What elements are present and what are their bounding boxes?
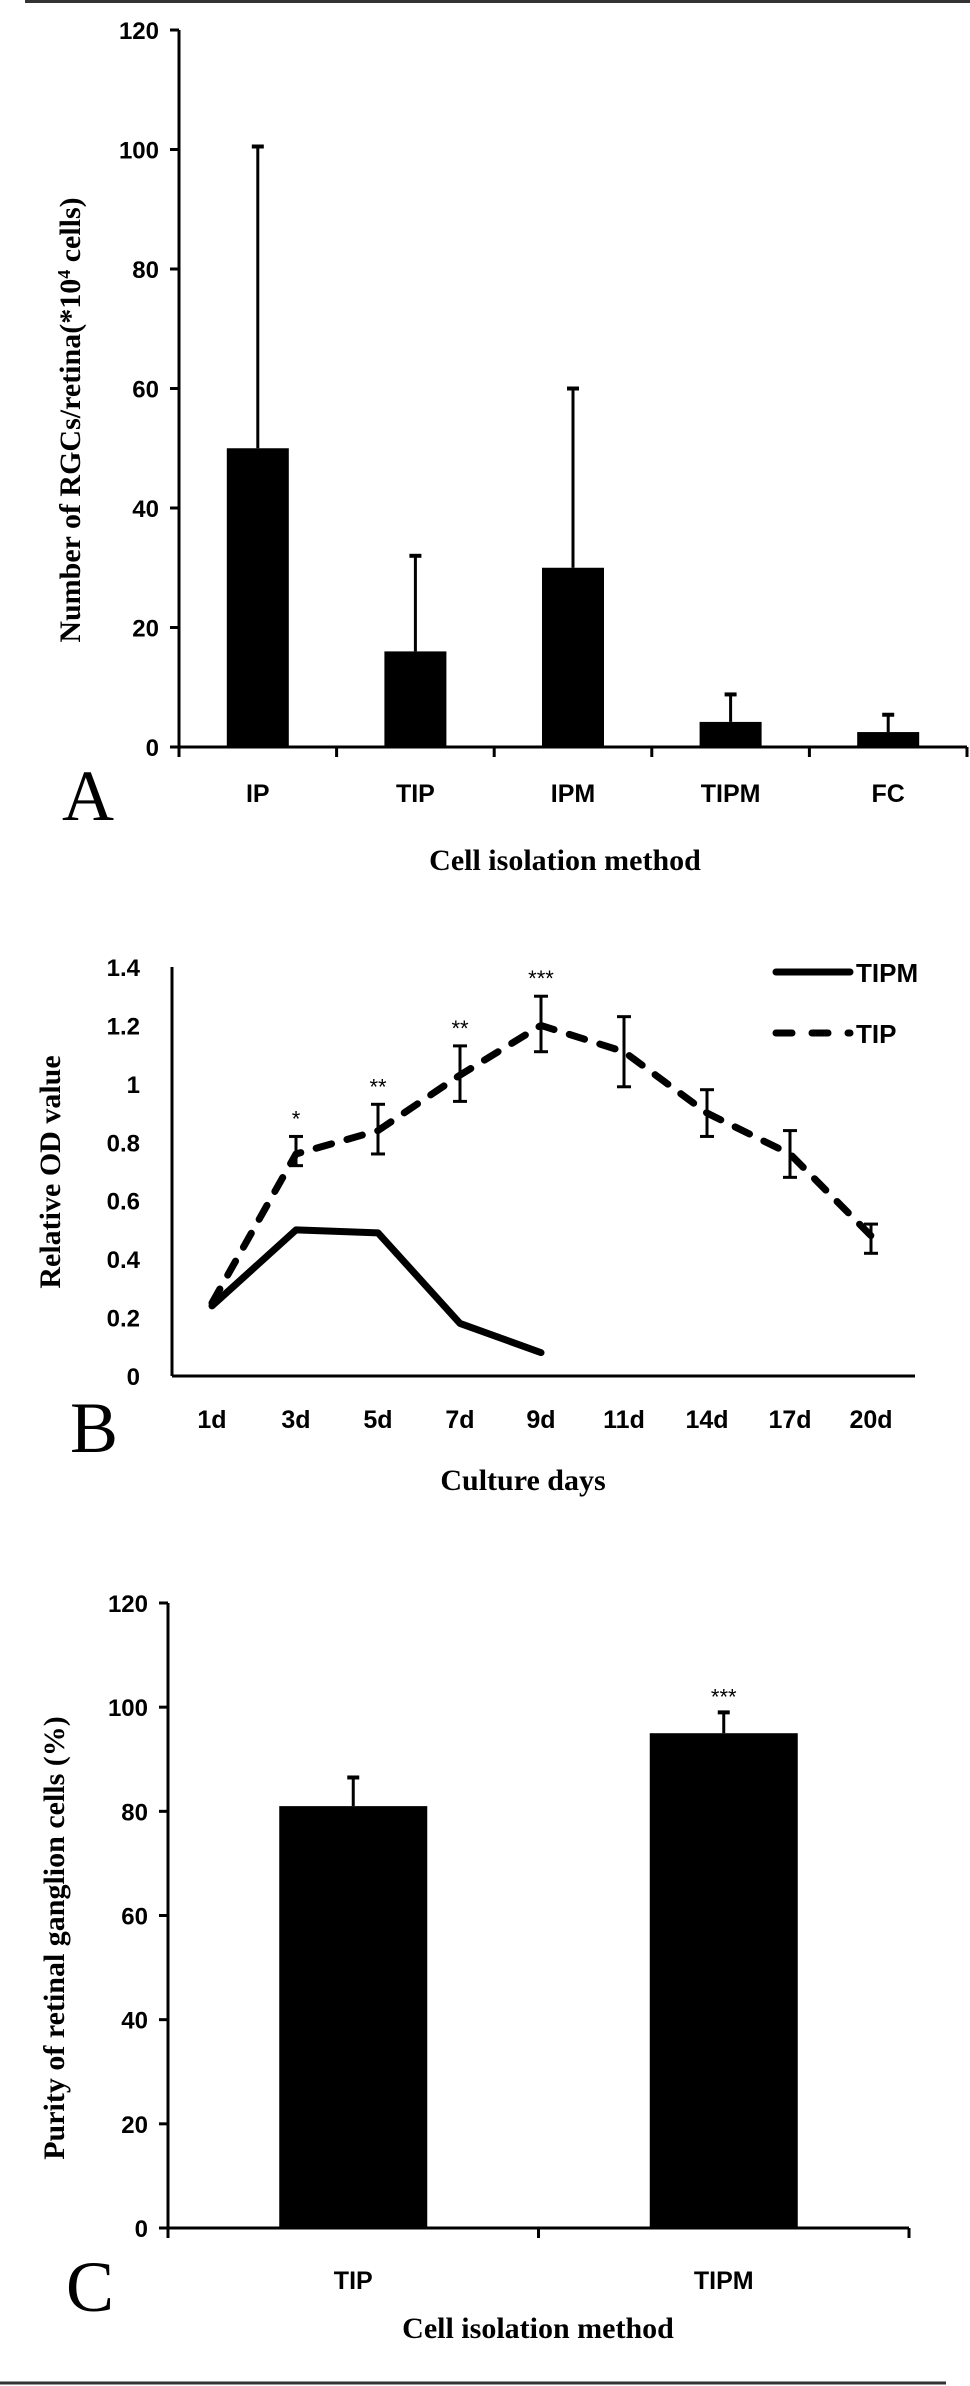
x-tick-label: FC bbox=[872, 780, 905, 808]
panel-c-chart: Purity of retinal ganglion cells (%) C C… bbox=[38, 1591, 911, 2345]
x-tick-label: IPM bbox=[551, 780, 595, 808]
panel-a-label: A bbox=[62, 756, 114, 836]
y-tick-label: 40 bbox=[121, 2008, 148, 2035]
panel-c-ylabel: Purity of retinal ganglion cells (%) bbox=[38, 1716, 71, 2160]
series-line-tipm bbox=[208, 1226, 545, 1357]
x-tick-label: TIP bbox=[334, 2267, 373, 2295]
x-tick-label: IP bbox=[246, 780, 270, 808]
significance-marker: ** bbox=[451, 1016, 469, 1041]
x-tick-label: 14d bbox=[685, 1406, 728, 1434]
bar bbox=[542, 567, 604, 747]
significance-marker: *** bbox=[711, 1684, 737, 1709]
bar bbox=[279, 1806, 428, 2228]
bar bbox=[699, 721, 762, 747]
y-tick-label: 0.4 bbox=[107, 1247, 141, 1274]
y-tick-label: 0.8 bbox=[107, 1130, 140, 1157]
panel-a-chart: Number of RGCs/retina(*104 cells) A Cell… bbox=[54, 18, 969, 877]
panel-a-xlabel: Cell isolation method bbox=[429, 844, 701, 877]
x-tick-label: 20d bbox=[849, 1406, 892, 1434]
panel-b-chart: Relative OD value B Culture days 0 0.2 0.4… bbox=[34, 955, 918, 1497]
y-tick-label: 0.2 bbox=[107, 1306, 140, 1333]
y-tick-label: 60 bbox=[121, 1904, 148, 1931]
x-tick-label: 7d bbox=[445, 1406, 474, 1434]
x-tick-label: 1d bbox=[197, 1406, 226, 1434]
y-tick-label: 1.4 bbox=[107, 955, 141, 982]
bar bbox=[857, 732, 920, 747]
x-tick-label: 5d bbox=[363, 1406, 392, 1434]
significance-marker: *** bbox=[528, 966, 554, 991]
panel-c-label: C bbox=[66, 2247, 114, 2327]
y-tick-label: 80 bbox=[121, 1799, 148, 1826]
series-line-tip bbox=[208, 1021, 875, 1307]
y-tick-label: 120 bbox=[119, 18, 159, 45]
x-tick-label: TIPM bbox=[701, 780, 761, 808]
y-tick-label: 100 bbox=[108, 1695, 148, 1722]
y-tick-label: 120 bbox=[108, 1591, 148, 1618]
y-tick-label: 20 bbox=[121, 2112, 148, 2139]
panel-c-xlabel: Cell isolation method bbox=[402, 2312, 674, 2345]
y-tick-label: 0 bbox=[146, 735, 159, 762]
y-tick-label: 0.6 bbox=[107, 1189, 140, 1216]
panel-b-label: B bbox=[70, 1388, 118, 1468]
y-tick-label: 1.2 bbox=[107, 1013, 140, 1040]
bar bbox=[384, 651, 447, 747]
x-tick-label: 11d bbox=[603, 1406, 645, 1434]
x-tick-label: TIPM bbox=[694, 2267, 754, 2295]
y-tick-label: 40 bbox=[132, 496, 159, 523]
x-tick-label: TIP bbox=[396, 780, 435, 808]
bar bbox=[226, 448, 289, 747]
x-tick-label: 17d bbox=[768, 1406, 811, 1434]
y-tick-label: 60 bbox=[132, 377, 159, 404]
y-tick-label: 0 bbox=[127, 1364, 140, 1391]
panel-b-xlabel: Culture days bbox=[440, 1464, 605, 1497]
y-tick-label: 20 bbox=[132, 616, 159, 643]
y-tick-label: 100 bbox=[119, 138, 159, 165]
bar bbox=[649, 1733, 798, 2228]
y-tick-label: 0 bbox=[135, 2216, 148, 2243]
x-tick-label: 9d bbox=[526, 1406, 555, 1434]
y-tick-label: 1 bbox=[127, 1072, 140, 1099]
y-tick-label: 80 bbox=[132, 257, 159, 284]
significance-marker: ** bbox=[369, 1074, 387, 1099]
panel-a-ylabel: Number of RGCs/retina(*104 cells) bbox=[54, 197, 87, 642]
panel-b-ylabel: Relative OD value bbox=[34, 1055, 67, 1288]
x-tick-label: 3d bbox=[281, 1406, 310, 1434]
legend-label: TIPM bbox=[856, 958, 918, 988]
significance-marker: * bbox=[292, 1106, 301, 1131]
legend-label: TIP bbox=[856, 1019, 896, 1049]
